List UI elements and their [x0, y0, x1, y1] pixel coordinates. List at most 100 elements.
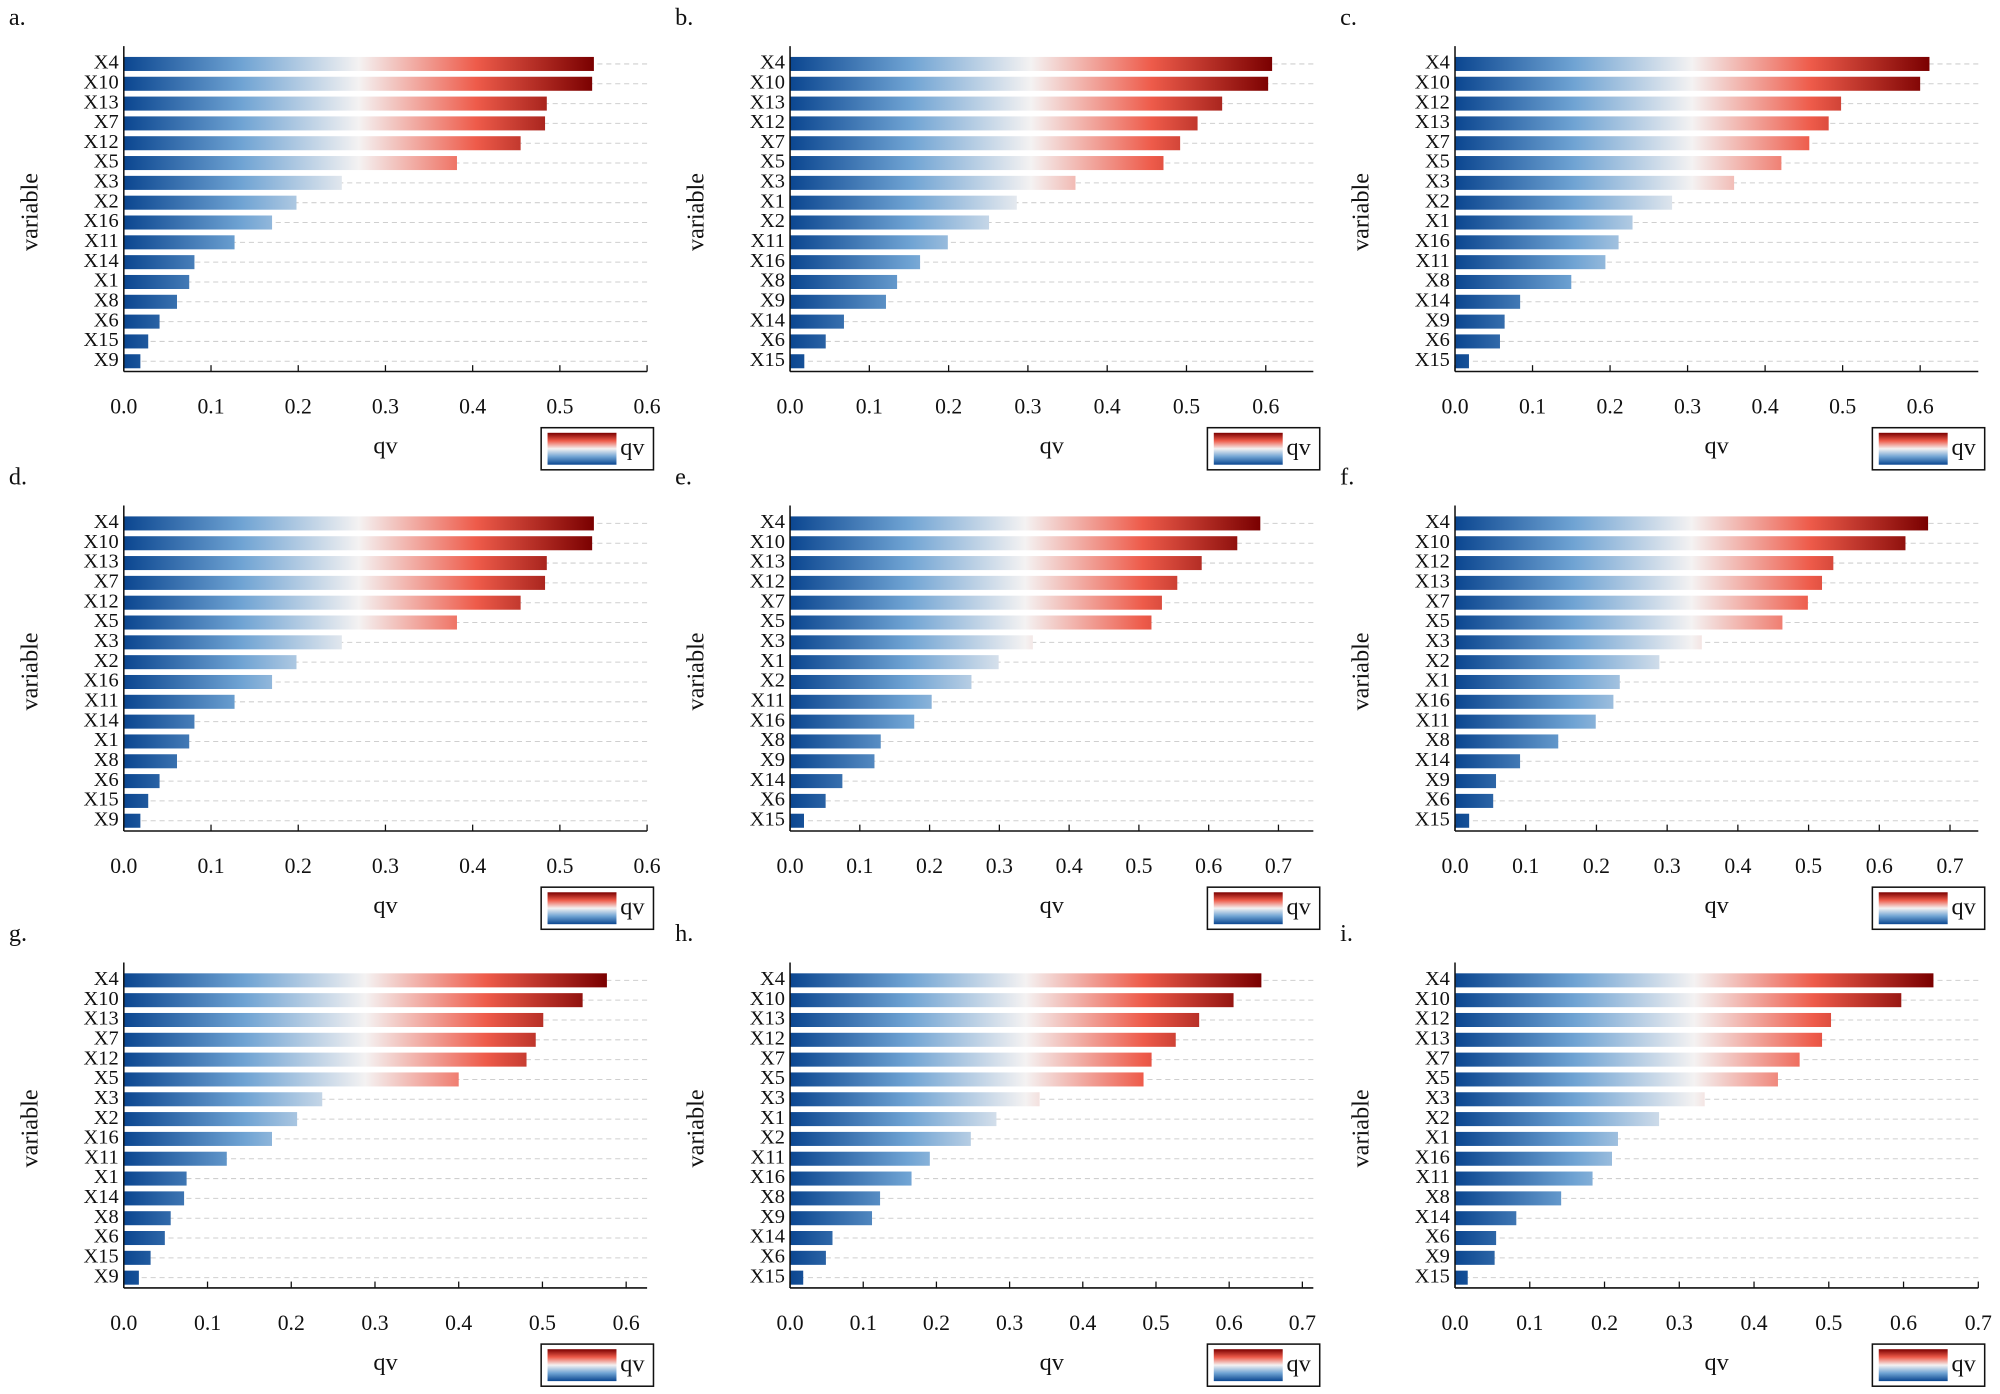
bar — [1455, 793, 1494, 808]
x-tick-label: 0.7 — [1265, 854, 1292, 878]
category-label: X6 — [1425, 789, 1450, 811]
x-axis-label: qv — [1040, 1349, 1065, 1376]
bar — [790, 156, 1164, 171]
y-axis-label: variable — [683, 632, 710, 710]
category-label: X12 — [750, 111, 785, 133]
category-label: X1 — [1425, 210, 1450, 232]
x-tick-label: 0.4 — [1724, 854, 1751, 878]
x-tick-label: 0.7 — [1965, 1311, 1992, 1335]
bar — [790, 556, 1202, 571]
category-label: X14 — [1415, 1206, 1450, 1228]
category-label: X1 — [94, 270, 119, 292]
x-tick-label: 0.1 — [197, 395, 224, 419]
bar — [1455, 973, 1934, 988]
category-label: X12 — [84, 131, 119, 153]
category-label: X13 — [84, 91, 119, 113]
category-label: X12 — [750, 571, 785, 593]
x-tick-label: 0.2 — [278, 1311, 305, 1335]
x-tick-label: 0.5 — [1125, 854, 1152, 878]
legend-swatch — [1878, 892, 1948, 925]
bar — [1455, 1032, 1823, 1047]
bar — [123, 1092, 323, 1107]
legend-label: qv — [1951, 434, 1976, 461]
bar — [1455, 714, 1596, 729]
category-label: X16 — [1415, 689, 1450, 711]
legend-label: qv — [1287, 893, 1312, 920]
category-label: X14 — [750, 769, 785, 791]
x-tick-label: 0.1 — [1519, 395, 1546, 419]
x-tick-label: 0.3 — [996, 1311, 1023, 1335]
x-tick-label: 0.7 — [1289, 1311, 1316, 1335]
category-label: X7 — [760, 131, 785, 153]
category-label: X1 — [1425, 670, 1450, 692]
category-label: X9 — [760, 289, 785, 311]
bar — [790, 1151, 930, 1166]
category-label: X5 — [94, 151, 119, 173]
x-axis-label: qv — [1705, 892, 1730, 919]
bar — [790, 1112, 997, 1127]
category-label: X13 — [750, 91, 785, 113]
legend-swatch — [1213, 432, 1283, 465]
bar — [790, 116, 1198, 131]
category-label: X14 — [1415, 749, 1450, 771]
x-tick-label: 0.3 — [1654, 854, 1681, 878]
bar — [1455, 1191, 1562, 1206]
bar — [1455, 1250, 1495, 1265]
bar — [123, 156, 457, 171]
x-tick-label: 0.2 — [285, 395, 312, 419]
legend-swatch — [1213, 1349, 1283, 1382]
bar — [123, 734, 190, 749]
category-label: X5 — [1425, 610, 1450, 632]
category-label: X5 — [1425, 1067, 1450, 1089]
category-label: X6 — [1425, 1226, 1450, 1248]
category-label: X1 — [94, 1166, 119, 1188]
category-label: X9 — [1425, 1246, 1450, 1268]
bar — [790, 615, 1152, 630]
x-tick-label: 0.3 — [372, 395, 399, 419]
bar — [123, 1250, 151, 1265]
bar — [123, 255, 195, 270]
category-label: X6 — [1425, 329, 1450, 351]
x-tick-label: 0.0 — [110, 854, 137, 878]
x-tick-label: 0.5 — [1829, 395, 1856, 419]
x-tick-label: 0.2 — [285, 854, 312, 878]
y-axis-label: variable — [1348, 632, 1375, 710]
x-tick-label: 0.3 — [361, 1311, 388, 1335]
x-tick-label: 0.2 — [1597, 395, 1624, 419]
category-label: X5 — [94, 1067, 119, 1089]
category-label: X2 — [1425, 1107, 1450, 1129]
category-label: X7 — [94, 111, 119, 133]
category-label: X13 — [750, 1008, 785, 1030]
x-tick-label: 0.4 — [459, 854, 486, 878]
x-tick-label: 0.6 — [1890, 1311, 1917, 1335]
category-label: X11 — [1416, 250, 1450, 272]
category-label: X3 — [94, 1087, 119, 1109]
bar — [790, 136, 1181, 151]
bar — [123, 714, 195, 729]
x-tick-label: 0.0 — [1441, 395, 1468, 419]
bar — [790, 973, 1262, 988]
panel-label: d. — [9, 463, 27, 490]
category-label: X16 — [84, 210, 119, 232]
bar — [1455, 1270, 1468, 1285]
category-label: X7 — [94, 1027, 119, 1049]
bar — [1455, 294, 1521, 309]
category-label: X14 — [84, 709, 119, 731]
panel-label: a. — [9, 4, 26, 31]
category-label: X14 — [84, 250, 119, 272]
bar — [1455, 314, 1505, 329]
bar — [1455, 1211, 1517, 1226]
bar — [1455, 56, 1930, 71]
bar — [123, 615, 457, 630]
category-label: X13 — [1415, 111, 1450, 133]
y-axis-label: variable — [683, 1089, 710, 1167]
bar — [1455, 76, 1921, 91]
category-label: X10 — [750, 531, 785, 553]
bar — [790, 314, 844, 329]
bar — [123, 813, 141, 828]
category-label: X16 — [750, 250, 785, 272]
category-label: X11 — [1416, 1166, 1450, 1188]
bar — [1455, 1131, 1618, 1146]
bar — [1455, 1112, 1660, 1127]
